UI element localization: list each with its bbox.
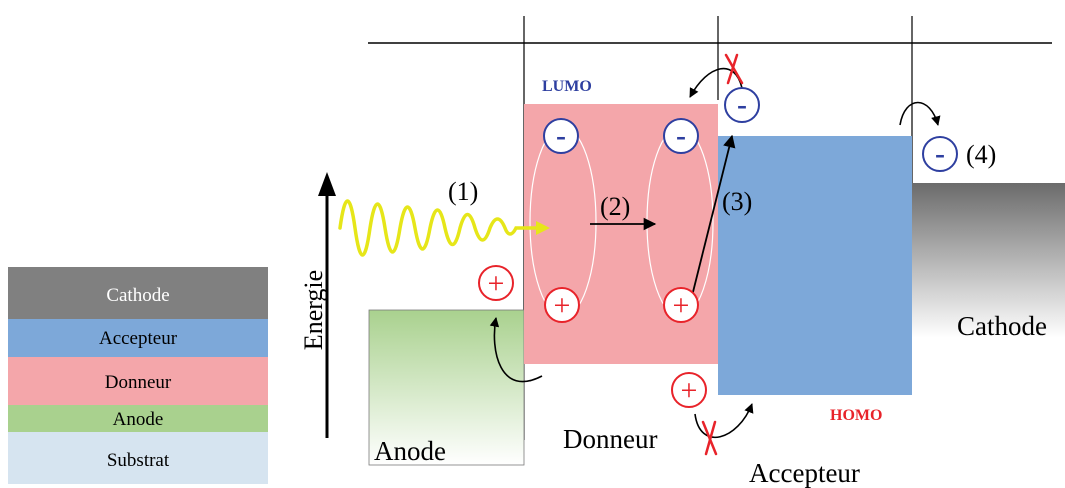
energy-axis: Energie (299, 172, 336, 438)
hole-sign: + (673, 289, 690, 322)
electron-cathode: - (922, 136, 958, 172)
layer-cathode-label: Cathode (106, 285, 169, 306)
hole-sign: + (554, 289, 571, 322)
electron-donneur-1: - (543, 118, 579, 154)
step-3-label: (3) (722, 187, 752, 216)
homo-label: HOMO (830, 407, 882, 424)
layer-anode-label: Anode (113, 409, 164, 430)
blocked-cross-icon-bottom (701, 420, 718, 456)
charge-transfer-arrow (691, 134, 736, 297)
layer-cathode (8, 267, 268, 319)
electron-sign: - (737, 88, 747, 121)
layer-accepteur (8, 319, 268, 357)
layer-stack-legend: Cathode Accepteur Donneur Anode Substrat (8, 267, 268, 484)
hole-collection-arrow (489, 317, 543, 383)
electron-sign: - (556, 119, 566, 152)
hole-donneur-1: + (544, 287, 580, 323)
anode-label: Anode (374, 436, 446, 466)
layer-donneur-label: Donneur (105, 372, 172, 393)
hole-donneur-2: + (663, 287, 699, 323)
layer-anode (8, 405, 268, 432)
layer-donneur (8, 357, 268, 405)
donneur-label: Donneur (563, 424, 657, 454)
electron-collection-arrow (899, 101, 941, 126)
layer-accepteur-label: Accepteur (99, 328, 178, 349)
accepteur-block (718, 136, 912, 395)
electron-sign: - (676, 119, 686, 152)
step-2-label: (2) (600, 192, 630, 221)
layer-substrat (8, 432, 268, 484)
photon-wave (338, 199, 550, 257)
hole-below-donneur: + (671, 372, 707, 408)
layer-substrat-label: Substrat (107, 450, 170, 471)
accepteur-label: Accepteur (749, 458, 860, 488)
electron-donneur-2: - (663, 118, 699, 154)
cathode-label: Cathode (957, 311, 1047, 341)
cathode-block (912, 183, 1065, 338)
electron-accepteur: - (724, 87, 760, 123)
electron-sign: - (935, 137, 945, 170)
hole-sign: + (488, 267, 505, 300)
anode-block (368, 309, 525, 466)
hole-sign: + (681, 374, 698, 407)
axis-arrow-icon (318, 172, 336, 196)
hole-anode: + (478, 265, 514, 301)
step-1-label: (1) (448, 177, 478, 206)
step-4-label: (4) (966, 140, 996, 169)
blocked-cross-icon-top (724, 53, 744, 85)
lumo-label: LUMO (542, 78, 592, 95)
blocked-hole-arrow (694, 403, 754, 439)
axis-label: Energie (299, 270, 328, 350)
photon-arrow-icon (536, 221, 550, 235)
